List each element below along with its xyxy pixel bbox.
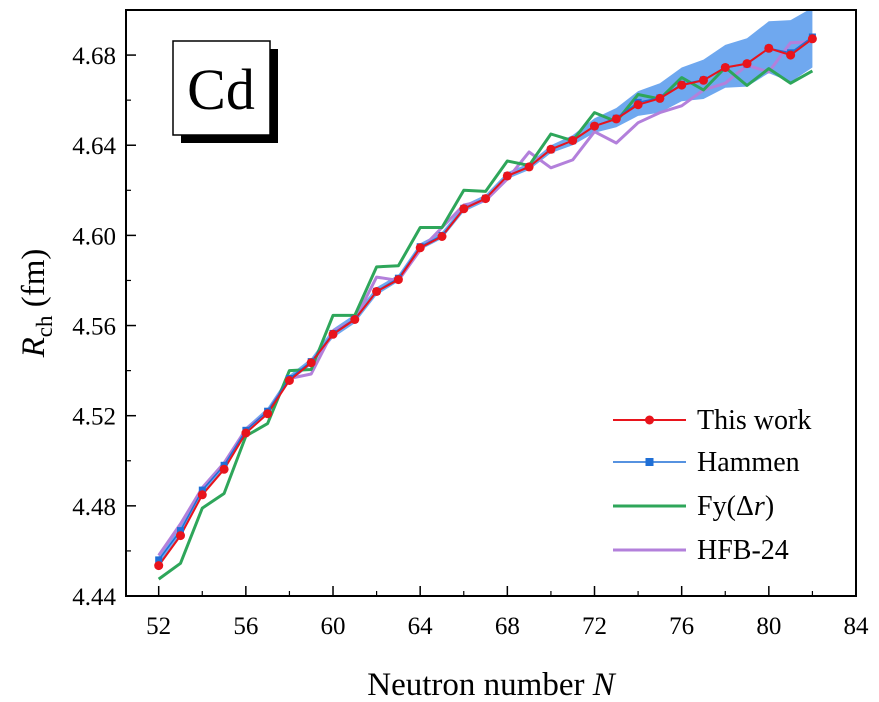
y-tick-label: 4.60: [72, 223, 116, 250]
x-tick-label: 84: [844, 613, 870, 640]
this-work-point: [176, 531, 185, 541]
this-work-point: [568, 136, 578, 145]
this-work-point: [807, 34, 817, 44]
plot-frame: [125, 9, 857, 597]
legend-item-hfb24: HFB-24: [613, 535, 789, 566]
y-axis-title-symbol: R: [16, 337, 52, 358]
legend-item-hammen: Hammen: [613, 447, 800, 478]
this-work-point: [219, 464, 229, 474]
legend-item-this-work: This work: [613, 405, 811, 436]
this-work-point: [415, 243, 425, 253]
y-tick-label: 4.56: [72, 314, 116, 341]
x-tick-label: 76: [669, 613, 694, 640]
y-axis-title-unit: (fm): [16, 249, 52, 316]
legend-label-hammen: Hammen: [697, 447, 800, 478]
legend-label-this-work: This work: [697, 405, 811, 436]
axis-ticks: 52 56 60 64 68 72 76 80 84 4.44 4.48 4.52 4.56 4.60 4.…: [72, 43, 869, 640]
this-work-point: [241, 428, 251, 438]
this-work-point: [786, 50, 796, 60]
series-line-fy: [157, 66, 814, 581]
svg-text:Rch (fm): Rch (fm): [16, 249, 57, 359]
this-work-point: [524, 162, 534, 172]
element-label-frame: [172, 40, 271, 136]
this-work-point: [284, 376, 294, 385]
y-tick-label: 4.48: [72, 494, 116, 521]
legend-label-fy: Fy(Δr): [697, 491, 774, 522]
this-work-point: [655, 93, 665, 103]
this-work-point: [764, 43, 774, 53]
x-tick-label: 56: [233, 613, 258, 640]
y-tick-label: 4.44: [72, 584, 116, 611]
this-work-point: [328, 329, 338, 339]
legend: This work Hammen Fy(Δr) HFB-24: [613, 405, 811, 566]
this-work-point: [699, 75, 708, 85]
this-work-point: [742, 59, 752, 69]
x-tick-label: 64: [408, 613, 434, 640]
legend-label-fy-symbol: r: [754, 491, 765, 522]
this-work-point: [459, 204, 469, 214]
x-tick-label: 72: [582, 613, 607, 640]
legend-label-fy-text: Fy(Δ: [697, 491, 754, 522]
legend-marker-this-work: [645, 415, 654, 425]
this-work-point: [546, 144, 556, 154]
this-work-point: [481, 194, 491, 204]
legend-label-hfb24: HFB-24: [697, 535, 789, 566]
marker-layer: [154, 33, 817, 571]
x-tick-label: 60: [321, 613, 346, 640]
this-work-point: [502, 171, 512, 181]
this-work-point: [437, 232, 447, 241]
x-axis-title-symbol: N: [592, 667, 617, 702]
x-axis-title: Neutron number N: [367, 667, 616, 702]
this-work-point: [154, 561, 164, 571]
this-work-point: [611, 114, 621, 124]
legend-marker-hammen: [645, 458, 654, 466]
this-work-point: [372, 287, 382, 296]
this-work-point: [306, 358, 316, 368]
y-axis-title: Rch (fm): [16, 249, 57, 359]
y-tick-label: 4.64: [72, 133, 116, 160]
this-work-point: [677, 80, 687, 90]
hammen-point: [177, 527, 184, 535]
x-tick-label: 68: [495, 613, 520, 640]
element-label-box: Cd: [172, 40, 278, 143]
this-work-point: [197, 490, 207, 500]
x-tick-label: 80: [756, 613, 781, 640]
y-tick-label: 4.68: [72, 43, 116, 70]
this-work-point: [590, 121, 599, 131]
this-work-point: [350, 315, 360, 324]
this-work-point: [393, 275, 403, 285]
x-tick-label: 52: [146, 613, 171, 640]
this-work-point: [720, 63, 730, 72]
hammen-point: [198, 486, 206, 494]
x-axis-title-text: Neutron number: [367, 667, 592, 702]
y-axis-title-subscript: ch: [32, 315, 57, 337]
legend-label-fy-close: ): [765, 491, 774, 522]
hammen-point: [155, 556, 163, 564]
this-work-point: [633, 100, 643, 110]
element-label: Cd: [187, 57, 255, 122]
y-tick-label: 4.52: [72, 404, 116, 431]
this-work-point: [263, 409, 273, 419]
legend-item-fy: Fy(Δr): [613, 491, 774, 522]
